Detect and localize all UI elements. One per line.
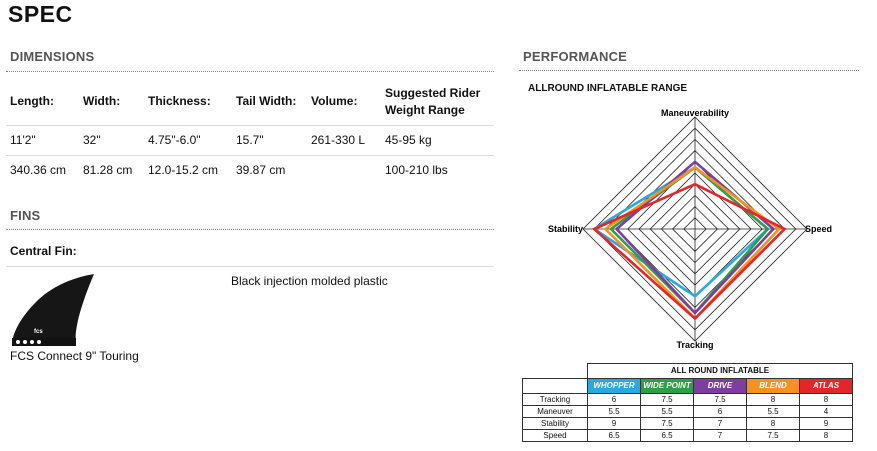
table-cell: 6.5 xyxy=(587,429,641,442)
radar-chart: Maneuverability Speed Tracking Stability xyxy=(548,108,832,350)
row-label: Speed xyxy=(522,429,588,442)
table-row: Tracking 6 7.5 7.5 8 8 xyxy=(522,393,853,406)
table-cell: 7.5 xyxy=(746,429,800,442)
central-fin-label: Central Fin: xyxy=(10,244,77,258)
cell-width-metric: 81.28 cm xyxy=(83,163,133,177)
table-cell: 5.5 xyxy=(587,405,641,418)
row-label: Maneuver xyxy=(522,405,588,418)
axis-label-maneuverability: Maneuverability xyxy=(661,108,729,118)
fin-image: fcs xyxy=(12,274,94,346)
page-title: SPEC xyxy=(8,1,73,27)
chart-title: ALLROUND INFLATABLE RANGE xyxy=(528,83,688,94)
cell-tail-width-imperial: 15.7" xyxy=(236,133,264,147)
table-cell: 8 xyxy=(746,393,800,406)
header-volume: Volume: xyxy=(311,94,358,108)
table-cell: 6.5 xyxy=(640,429,694,442)
cell-thickness-imperial: 4.75"-6.0" xyxy=(148,133,201,147)
dimensions-heading: DIMENSIONS xyxy=(10,49,95,64)
table-cell: 4 xyxy=(799,405,853,418)
performance-heading: PERFORMANCE xyxy=(523,49,628,64)
cell-rider-weight-kg: 45-95 kg xyxy=(385,133,432,147)
table-cell: 7 xyxy=(693,417,747,430)
cell-length-imperial: 11'2" xyxy=(10,133,36,147)
performance-divider xyxy=(519,70,859,71)
row-divider xyxy=(6,266,494,267)
col-blend: BLEND xyxy=(746,378,800,394)
table-cell: 8 xyxy=(799,429,853,442)
fins-heading: FINS xyxy=(10,208,41,223)
dimensions-divider xyxy=(6,71,494,72)
axis-label-tracking: Tracking xyxy=(676,340,713,350)
row-divider xyxy=(6,155,494,156)
axis-label-speed: Speed xyxy=(805,224,832,234)
col-whopper: WHOPPER xyxy=(587,378,641,394)
fin-logo-text: fcs xyxy=(34,329,43,335)
table-cell: 9 xyxy=(587,417,641,430)
table-cell: 8 xyxy=(799,393,853,406)
fin-material: Black injection molded plastic xyxy=(231,274,388,288)
table-cell: 9 xyxy=(799,417,853,430)
cell-width-imperial: 32" xyxy=(83,133,101,147)
table-cell: 6 xyxy=(587,393,641,406)
header-tail-width: Tail Width: xyxy=(236,94,297,108)
row-label: Tracking xyxy=(522,393,588,406)
fin-name: FCS Connect 9" Touring xyxy=(10,349,139,363)
header-rider-weight-line2: Weight Range xyxy=(385,103,465,117)
col-atlas: ATLAS xyxy=(799,378,853,394)
table-cell: 7.5 xyxy=(640,393,694,406)
radar-series-atlas xyxy=(591,182,787,321)
fins-divider xyxy=(6,229,494,230)
table-cell: 5.5 xyxy=(640,405,694,418)
header-length: Length: xyxy=(10,94,54,108)
cell-rider-weight-lbs: 100-210 lbs xyxy=(385,163,448,177)
table-cell: 7.5 xyxy=(640,417,694,430)
table-cell: 8 xyxy=(746,417,800,430)
row-label: Stability xyxy=(522,417,588,430)
table-cell: 7.5 xyxy=(693,393,747,406)
table-cell: 7 xyxy=(693,429,747,442)
header-thickness: Thickness: xyxy=(148,94,211,108)
cell-thickness-metric: 12.0-15.2 cm xyxy=(148,163,219,177)
performance-table: ALL ROUND INFLATABLE WHOPPER WIDE POINT … xyxy=(522,363,853,442)
performance-table-title: ALL ROUND INFLATABLE xyxy=(587,363,853,379)
col-drive: DRIVE xyxy=(693,378,747,394)
header-width: Width: xyxy=(83,94,121,108)
cell-tail-width-metric: 39.87 cm xyxy=(236,163,286,177)
table-cell: 6 xyxy=(693,405,747,418)
col-wide-point: WIDE POINT xyxy=(640,378,694,394)
axis-label-stability: Stability xyxy=(548,224,583,234)
header-rider-weight-line1: Suggested Rider xyxy=(385,86,481,100)
table-row: Stability 9 7.5 7 8 9 xyxy=(522,417,853,430)
cell-length-metric: 340.36 cm xyxy=(10,163,67,177)
cell-volume-imperial: 261-330 L xyxy=(311,133,366,147)
row-divider xyxy=(6,125,494,126)
table-row: Maneuver 5.5 5.5 6 5.5 4 xyxy=(522,405,853,418)
table-cell: 5.5 xyxy=(746,405,800,418)
table-row: Speed 6.5 6.5 7 7.5 8 xyxy=(522,429,853,442)
